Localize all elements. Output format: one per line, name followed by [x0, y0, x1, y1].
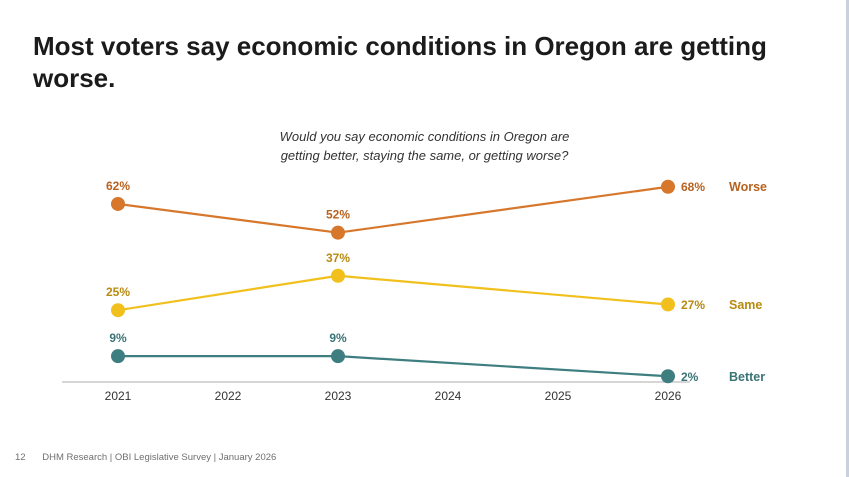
- slide-title: Most voters say economic conditions in O…: [33, 31, 767, 93]
- data-point-worse: [111, 196, 125, 211]
- data-point-worse: [661, 179, 675, 194]
- data-point-better: [331, 349, 345, 364]
- x-tick-label: 2023: [325, 389, 352, 403]
- series-line-better: [118, 355, 669, 378]
- survey-question: Would you say economic conditions in Ore…: [0, 127, 849, 165]
- series-line-worse: [117, 185, 669, 234]
- survey-question-line-2: getting better, staying the same, or get…: [280, 148, 569, 163]
- x-tick-label: 2025: [545, 389, 572, 403]
- survey-question-line-1: Would you say economic conditions in Ore…: [279, 129, 570, 144]
- data-label-worse: 62%: [106, 179, 130, 193]
- page-number: 12: [15, 452, 26, 463]
- data-point-same: [111, 303, 125, 318]
- series-label-better: Better: [729, 370, 765, 384]
- data-point-better: [661, 369, 675, 384]
- data-point-better: [111, 349, 125, 364]
- x-tick-label: 2026: [655, 389, 682, 403]
- data-label-better: 9%: [329, 331, 347, 345]
- data-label-same: 37%: [326, 251, 350, 265]
- data-label-same: 27%: [681, 298, 705, 312]
- series-line-same: [117, 274, 669, 312]
- data-label-better: 9%: [109, 331, 127, 345]
- data-point-same: [661, 297, 675, 312]
- footer: 12 DHM Research | OBI Legislative Survey…: [15, 452, 276, 463]
- data-label-worse: 68%: [681, 180, 705, 194]
- data-point-same: [331, 268, 345, 283]
- footer-source: DHM Research | OBI Legislative Survey | …: [42, 452, 277, 463]
- series-label-same: Same: [729, 298, 762, 312]
- x-tick-label: 2021: [105, 389, 132, 403]
- series-label-worse: Worse: [729, 180, 767, 194]
- data-point-worse: [331, 225, 345, 240]
- x-tick-label: 2024: [435, 389, 462, 403]
- slide-edge: [846, 0, 849, 477]
- data-label-worse: 52%: [326, 208, 350, 222]
- x-tick-label: 2022: [215, 389, 242, 403]
- data-label-same: 25%: [106, 285, 130, 299]
- data-label-better: 2%: [681, 370, 699, 384]
